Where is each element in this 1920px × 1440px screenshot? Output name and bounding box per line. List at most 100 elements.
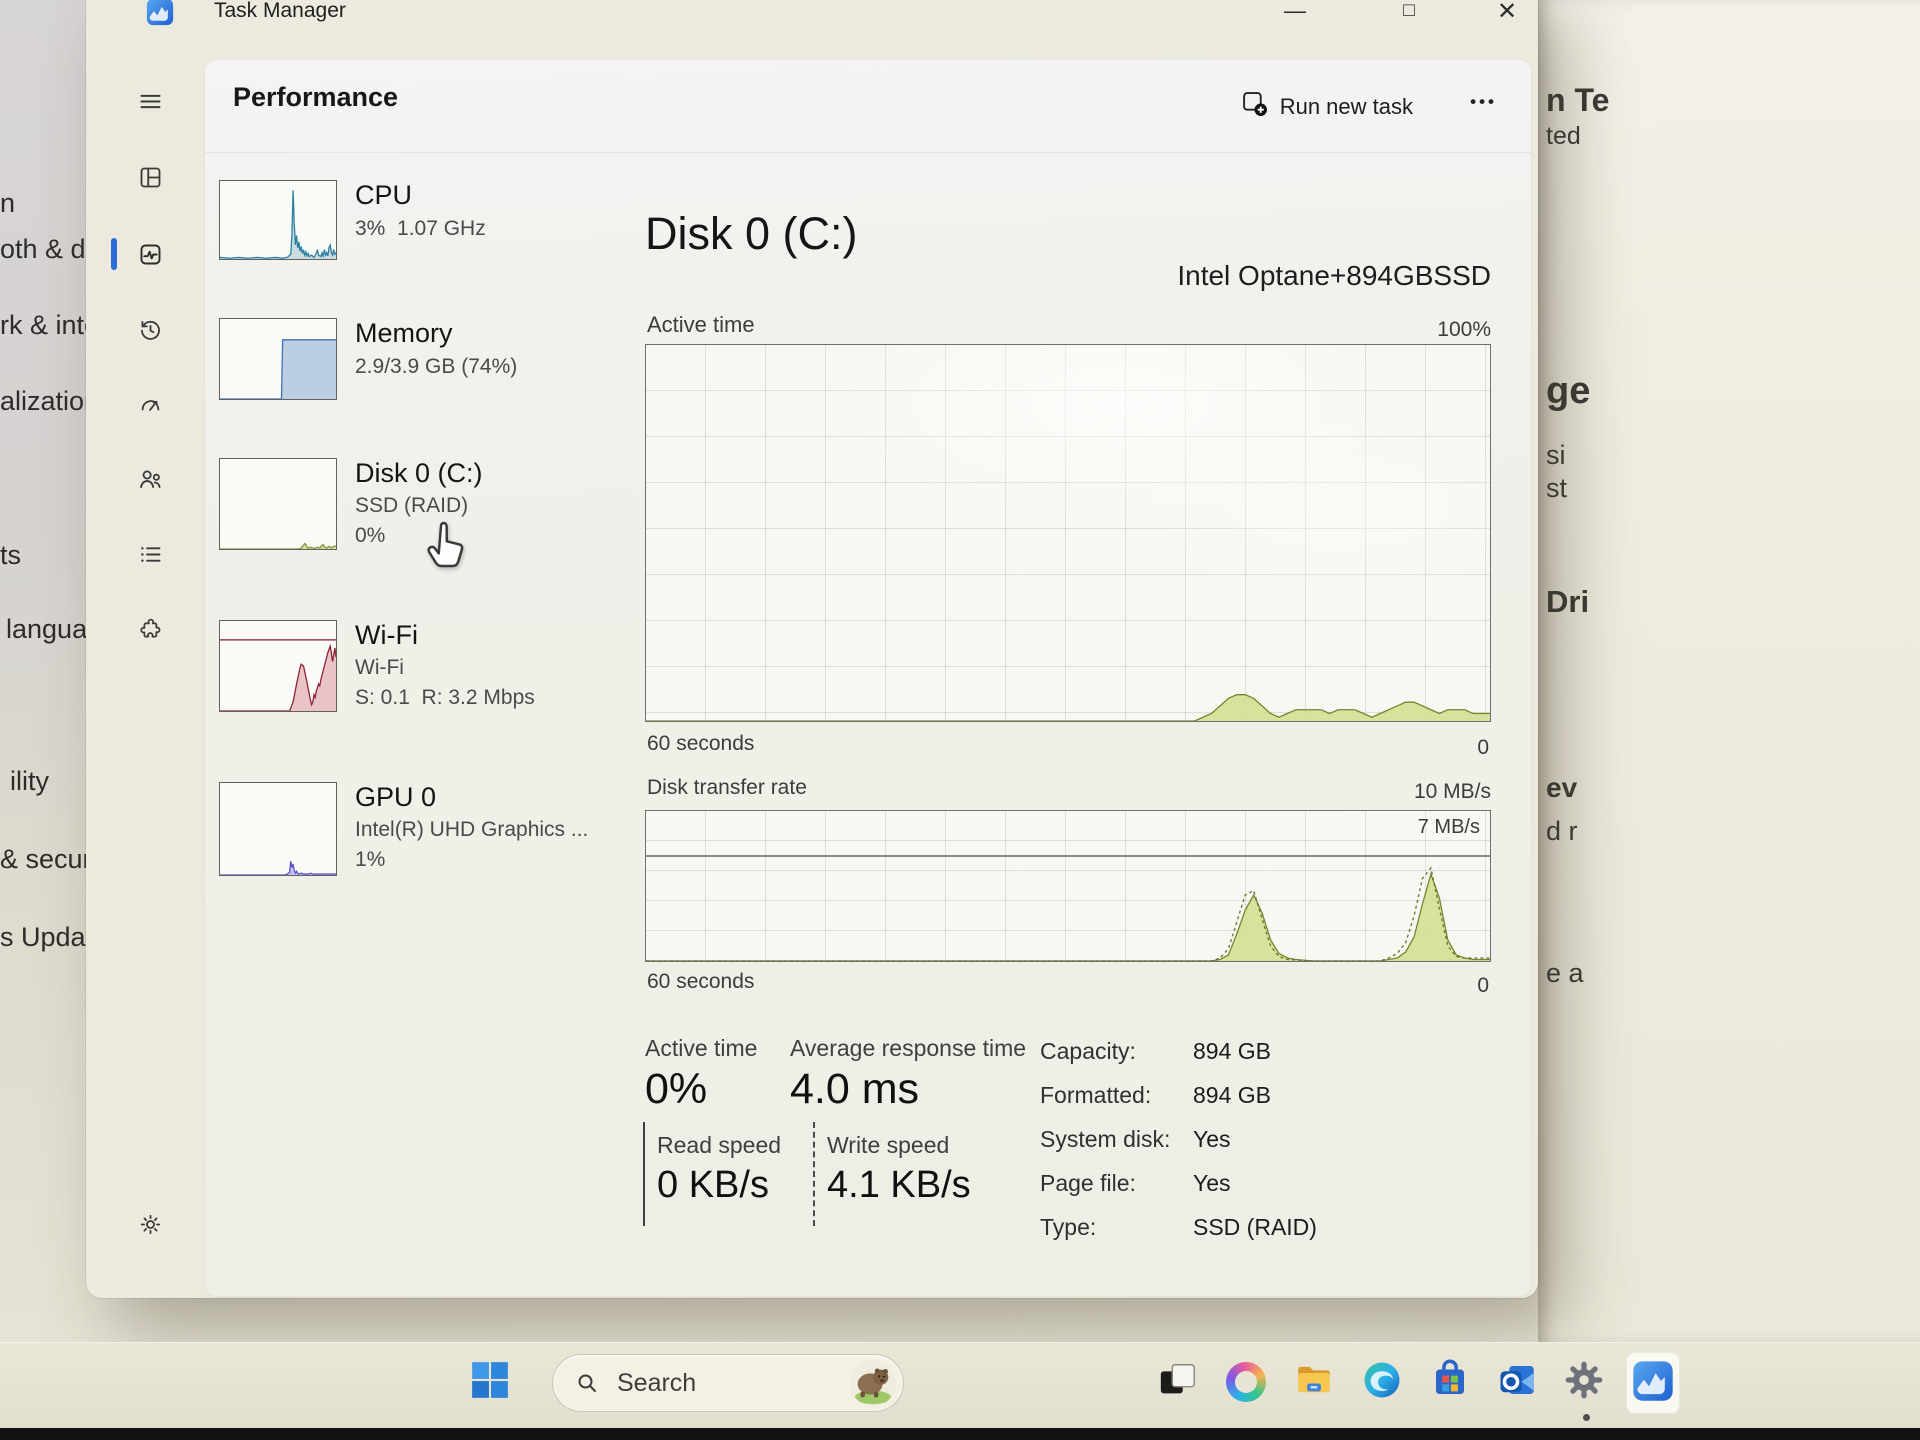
run-new-task-icon [1241,90,1268,123]
page-title: Performance [233,82,399,112]
background-text-fragment: n Te [1546,82,1610,118]
file-explorer-button[interactable] [1292,1360,1336,1404]
chart1-x-label: 60 seconds [647,732,755,755]
perf-item-label: GPU 0 [355,782,437,812]
formatted-value: 894 GB [1193,1082,1271,1108]
background-text-fragment: oth & dev [0,234,102,264]
copilot-icon [1226,1362,1266,1402]
capacity-label: Capacity: [1040,1038,1136,1064]
search-input[interactable]: Search [552,1354,904,1412]
task-manager-taskbar-button[interactable] [1626,1352,1680,1414]
perf-item-gpu0[interactable]: GPU 0 Intel(R) UHD Graphics ... 1% [205,782,635,912]
read-speed-label: Read speed [657,1132,782,1158]
task-view-icon [1157,1359,1199,1406]
perf-item-value: 3% 1.07 GHz [355,217,486,240]
nav-selection-indicator [111,238,117,270]
wombat-daily-image-icon[interactable] [850,1360,896,1406]
sidebar-item-details[interactable] [128,535,172,579]
chart2-max-label: 10 MB/s [1413,780,1491,803]
page-file-value: Yes [1193,1170,1231,1196]
close-button[interactable]: ✕ [1496,0,1518,25]
settings-gear-icon [1563,1359,1605,1406]
settings-running-indicator [1583,1414,1590,1421]
background-text-fragment: ge [1546,370,1591,412]
read-speed-value: 0 KB/s [657,1164,769,1206]
disk-mini-chart [219,458,337,550]
perf-item-memory[interactable]: Memory 2.9/3.9 GB (74%) [205,318,635,428]
page-file-label: Page file: [1040,1170,1136,1196]
more-options-button[interactable]: ••• [1470,92,1497,111]
perf-item-wifi[interactable]: Wi-Fi Wi-Fi S: 0.1 R: 3.2 Mbps [205,620,635,750]
performance-icon [137,241,164,273]
chart1-max-label: 100% [1437,318,1491,341]
perf-item-sub: Wi-Fi [355,656,404,679]
settings-taskbar-button[interactable] [1562,1360,1606,1404]
titlebar: Task Manager — □ ✕ [86,0,1538,32]
background-text-fragment: n [0,188,16,218]
sidebar-menu-button[interactable] [128,82,172,126]
gpu-mini-chart [219,782,337,876]
background-text-fragment: d r [1546,816,1578,846]
cpu-mini-chart [219,180,337,260]
task-manager-app-icon [146,0,174,26]
start-button[interactable] [468,1360,512,1404]
perf-item-label: CPU [355,180,413,210]
sidebar-item-app-history[interactable] [128,310,172,354]
avg-response-stat-label: Average response time [790,1035,1027,1061]
system-disk-label: System disk: [1040,1126,1171,1152]
disk-detail-view: Disk 0 (C:) Intel Optane+894GBSSD Active… [643,60,1493,1296]
perf-item-disk0[interactable]: Disk 0 (C:) SSD (RAID) 0% [205,458,635,588]
users-icon [137,466,164,498]
chart2-marker-label: 7 MB/s [1417,816,1480,838]
background-text-fragment: & securi [0,844,98,874]
sidebar-item-settings[interactable] [128,1205,172,1249]
wifi-mini-chart [219,620,337,712]
perf-item-sub: SSD (RAID) [355,494,469,517]
sidebar-item-startup-apps[interactable] [128,385,172,429]
screen-bezel [0,1428,1920,1440]
active-time-chart [645,344,1491,722]
maximize-button[interactable]: □ [1403,0,1415,21]
background-text-fragment: alization [0,386,100,416]
app-history-icon [137,316,164,348]
copilot-button[interactable] [1224,1360,1268,1404]
perf-item-label: Disk 0 (C:) [355,458,483,488]
outlook-icon [1497,1359,1539,1406]
background-text-fragment: rk & inter [0,310,102,340]
window-title: Task Manager [214,0,346,22]
chart1-label: Active time [647,312,755,337]
background-text-fragment: ted [1546,122,1581,150]
performance-panel: Performance Run new task ••• CPU 3% 1.07… [205,60,1531,1296]
background-text-fragment: Dri [1546,584,1590,619]
sidebar-item-services[interactable] [128,612,172,656]
header-divider [205,152,1531,153]
run-new-task-label: Run new task [1279,93,1413,119]
sidebar-item-users[interactable] [128,460,172,504]
file-explorer-icon [1293,1359,1335,1406]
task-view-button[interactable] [1156,1360,1200,1404]
edge-button[interactable] [1360,1360,1404,1404]
search-placeholder: Search [617,1368,697,1397]
perf-item-value: 0% [355,524,386,547]
background-text-fragment: ility [10,766,49,796]
background-text-fragment: si [1546,440,1566,470]
type-value: SSD (RAID) [1193,1214,1317,1240]
sidebar-item-processes[interactable] [128,158,172,202]
run-new-task-button[interactable]: Run new task [1241,90,1413,123]
outlook-button[interactable] [1496,1360,1540,1404]
system-disk-value: Yes [1193,1126,1231,1152]
sidebar-item-performance[interactable] [128,235,172,279]
processes-icon [137,164,164,196]
device-name: Intel Optane+894GBSSD [1177,260,1491,291]
detail-title: Disk 0 (C:) [645,208,858,259]
perf-item-cpu[interactable]: CPU 3% 1.07 GHz [205,180,635,290]
read-speed-bar [643,1122,645,1226]
services-icon [137,618,164,650]
microsoft-store-button[interactable] [1428,1358,1472,1404]
formatted-label: Formatted: [1040,1082,1152,1108]
hand-cursor [423,520,469,572]
perf-item-sub: Intel(R) UHD Graphics ... [355,818,589,841]
minimize-button[interactable]: — [1284,0,1306,23]
